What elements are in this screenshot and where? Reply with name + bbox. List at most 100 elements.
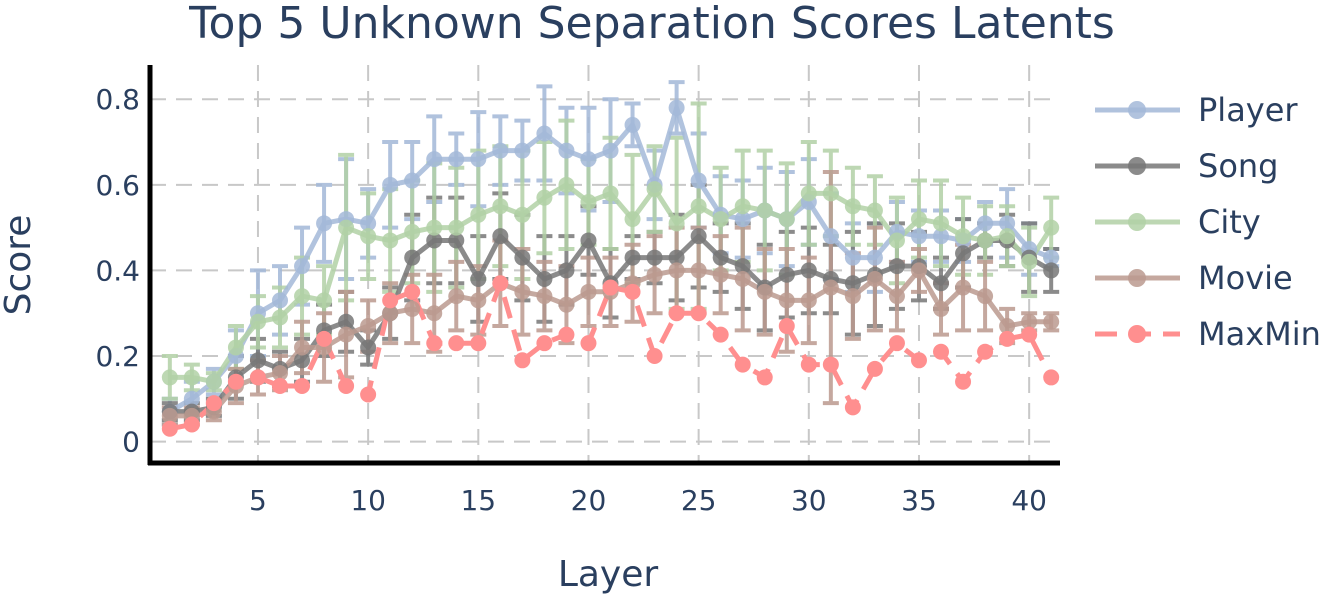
- data-point: [492, 275, 509, 292]
- data-point: [866, 270, 883, 287]
- data-point: [734, 258, 751, 275]
- data-point: [778, 318, 795, 335]
- legend-item: Song: [1095, 147, 1278, 185]
- data-point: [426, 219, 443, 236]
- legend: Player Song City Movie MaxMin: [1095, 91, 1321, 353]
- data-point: [272, 365, 288, 382]
- data-point: [888, 258, 905, 275]
- data-point: [360, 386, 377, 403]
- data-point: [183, 390, 200, 407]
- data-point: [977, 232, 994, 249]
- data-point: [844, 275, 861, 292]
- data-point: [338, 377, 355, 394]
- y-tick-label: 0.2: [95, 340, 140, 373]
- data-point: [800, 262, 817, 279]
- data-point: [624, 211, 641, 228]
- data-point: [294, 377, 311, 394]
- data-point: [580, 335, 597, 352]
- x-tick-label: 10: [350, 484, 386, 517]
- data-point: [602, 185, 619, 202]
- x-axis-title: Layer: [558, 554, 659, 595]
- data-point: [602, 279, 619, 296]
- x-tick-labels: 5 10 15 20 25 30 35 40: [249, 484, 1047, 517]
- data-point: [778, 211, 795, 228]
- x-tick-label: 5: [249, 484, 267, 517]
- data-point: [778, 266, 795, 283]
- chart-title: Top 5 Unknown Separation Scores Latents: [188, 0, 1115, 49]
- data-point: [183, 369, 200, 386]
- data-point: [338, 313, 355, 330]
- data-point: [910, 211, 927, 228]
- data-point: [756, 202, 773, 219]
- data-point: [536, 125, 553, 142]
- data-point: [161, 369, 178, 386]
- data-point: [822, 185, 839, 202]
- data-point: [955, 373, 972, 390]
- data-point: [448, 335, 465, 352]
- data-point: [249, 369, 266, 386]
- data-point: [558, 262, 575, 279]
- data-point: [999, 330, 1016, 347]
- data-point: [712, 266, 729, 283]
- data-point: [294, 288, 311, 305]
- data-point: [1021, 253, 1038, 270]
- data-point: [227, 339, 244, 356]
- y-tick-label: 0.4: [95, 254, 140, 287]
- data-point: [955, 228, 972, 245]
- data-point: [933, 215, 950, 232]
- legend-item: Movie: [1095, 259, 1293, 297]
- data-point: [514, 206, 531, 223]
- data-point: [977, 343, 994, 360]
- data-point: [580, 193, 597, 210]
- data-point: [272, 292, 288, 309]
- data-point: [514, 352, 531, 369]
- data-point: [404, 300, 421, 317]
- data-point: [448, 232, 465, 249]
- data-point: [734, 198, 751, 215]
- data-point: [866, 249, 883, 266]
- data-point: [470, 292, 487, 309]
- data-point: [470, 270, 487, 287]
- data-point: [690, 305, 707, 322]
- data-point: [470, 151, 487, 168]
- data-point: [624, 249, 641, 266]
- data-point: [1043, 369, 1060, 386]
- y-tick-labels: 0 0.2 0.4 0.6 0.8: [95, 83, 140, 458]
- data-point: [690, 172, 707, 189]
- data-point: [933, 300, 950, 317]
- x-tick-label: 20: [571, 484, 607, 517]
- data-point: [734, 270, 751, 287]
- y-axis-title: Score: [0, 215, 39, 316]
- data-point: [360, 339, 377, 356]
- data-point: [844, 399, 861, 416]
- data-point: [999, 318, 1016, 335]
- data-point: [955, 245, 972, 262]
- data-point: [624, 283, 641, 300]
- data-point: [866, 202, 883, 219]
- series-line: [169, 280, 1054, 432]
- data-point: [712, 211, 729, 228]
- data-point: [514, 142, 531, 159]
- x-tick-label: 15: [460, 484, 496, 517]
- data-point: [646, 181, 663, 198]
- data-point: [778, 292, 795, 309]
- data-point: [272, 377, 288, 394]
- data-point: [933, 228, 950, 245]
- data-point: [404, 223, 421, 240]
- data-point: [668, 305, 685, 322]
- data-point: [1043, 219, 1060, 236]
- data-point: [404, 172, 421, 189]
- data-point: [360, 215, 377, 232]
- data-point: [294, 258, 311, 275]
- data-point: [426, 232, 443, 249]
- data-point: [1043, 249, 1060, 266]
- data-point: [558, 176, 575, 193]
- data-point: [249, 313, 266, 330]
- data-point: [668, 215, 685, 232]
- data-point: [646, 249, 663, 266]
- data-point: [448, 219, 465, 236]
- error-bars: [161, 80, 1060, 427]
- legend-swatch-marker: [1128, 213, 1146, 231]
- data-point: [227, 373, 244, 390]
- data-point: [800, 185, 817, 202]
